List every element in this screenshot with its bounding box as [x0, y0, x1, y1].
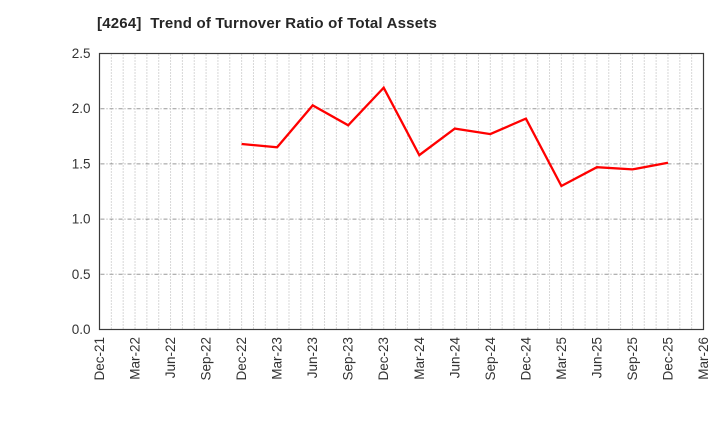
x-axis-tick-label: Mar-22: [128, 337, 143, 380]
x-axis-tick-label: Mar-25: [554, 337, 569, 380]
x-axis-tick-label: Sep-23: [341, 337, 356, 381]
x-axis-tick-label: Jun-24: [447, 337, 462, 379]
y-axis-tick-label: 1.0: [72, 212, 91, 227]
x-axis-tick-label: Dec-25: [660, 337, 675, 381]
y-axis-tick-label: 0.0: [72, 322, 91, 337]
y-axis-tick-label: 2.0: [72, 101, 91, 116]
y-axis-tick-label: 1.5: [72, 156, 91, 171]
x-axis-tick-label: Dec-23: [376, 337, 391, 381]
x-axis-tick-label: Sep-25: [625, 337, 640, 381]
x-axis-tick-label: Sep-22: [199, 337, 214, 381]
x-axis-tick-label: Mar-23: [270, 337, 285, 380]
y-axis-tick-label: 0.5: [72, 267, 91, 282]
plot-border: [98, 52, 705, 331]
x-axis-tick-label: Mar-24: [412, 337, 427, 380]
x-axis-tick-label: Jun-23: [305, 337, 320, 378]
x-axis-tick-label: Dec-22: [234, 337, 249, 381]
x-axis-tick-label: Sep-24: [483, 337, 498, 381]
series-line: [241, 85, 669, 188]
y-axis-tick-label: 2.5: [72, 46, 91, 61]
x-axis-tick-label: Mar-26: [696, 337, 711, 380]
x-axis-tick-label: Dec-21: [92, 337, 107, 381]
chart-title: [4264] Trend of Turnover Ratio of Total …: [97, 15, 438, 32]
x-axis-tick-label: Jun-22: [163, 337, 178, 378]
x-axis-tick-label: Jun-25: [589, 337, 604, 378]
x-axis-tick-label: Dec-24: [518, 337, 533, 381]
